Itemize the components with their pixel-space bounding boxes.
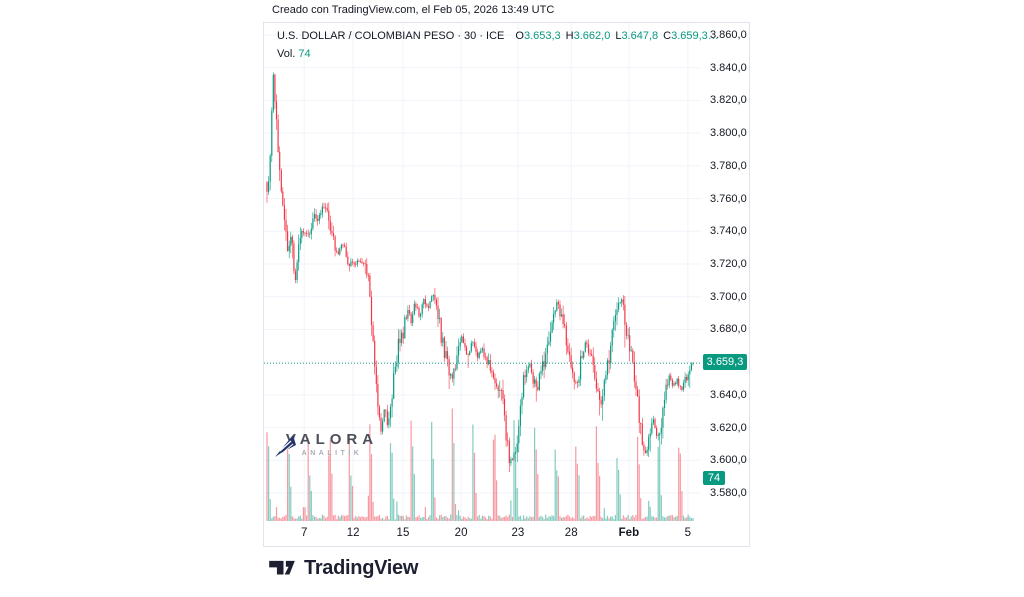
ohlc-open-label: O	[515, 30, 524, 42]
price-tick-label: 3.620,0	[710, 421, 747, 434]
price-tick-label: 3.640,0	[710, 388, 747, 401]
volume-layer	[266, 408, 694, 521]
ohlc-close-value: 3.659,3…	[671, 30, 719, 42]
price-tick-label: 3.820,0	[710, 94, 747, 107]
price-tick-label: 3.760,0	[710, 192, 747, 205]
price-tick-label: 3.860,0	[710, 29, 747, 41]
candles-layer	[266, 72, 694, 473]
chart-widget: U.S. DOLLAR / COLOMBIAN PESO · 30 · ICE O…	[263, 22, 750, 547]
ohlc-open-value: 3.653,3	[523, 30, 561, 42]
time-tick-label: 20	[454, 527, 468, 539]
ohlc-low-value: 3.647,8	[621, 30, 659, 42]
ohlc-close-label: C	[663, 30, 672, 42]
price-tick-label: 3.800,0	[710, 127, 747, 140]
time-tick-label: 23	[511, 527, 525, 539]
attribution-text: Creado con TradingView.com, el Feb 05, 2…	[272, 4, 555, 16]
price-tick-label: 3.700,0	[710, 290, 747, 303]
time-tick-label: 15	[396, 527, 410, 539]
chart-legend: U.S. DOLLAR / COLOMBIAN PESO · 30 · ICE O…	[277, 28, 719, 63]
time-scale[interactable]: 7 12 15 20 23 28 Feb 5	[264, 521, 701, 546]
last-price-badge: 3.659,3	[703, 354, 747, 371]
footer: TradingView	[268, 556, 418, 580]
ohlc-low-label: L	[615, 30, 622, 42]
ohlc-high-value: 3.662,0	[573, 30, 611, 42]
time-tick-label: 28	[564, 527, 578, 539]
price-chart-pane[interactable]: U.S. DOLLAR / COLOMBIAN PESO · 30 · ICE O…	[264, 23, 719, 521]
ohlc-high-label: H	[565, 30, 574, 42]
price-tick-label: 3.680,0	[710, 323, 747, 336]
volume-badge: 74	[703, 471, 725, 485]
price-tick-label: 3.780,0	[710, 159, 747, 172]
time-tick-label: Feb	[618, 527, 640, 539]
time-tick-label: 12	[346, 527, 360, 539]
symbol-title[interactable]: U.S. DOLLAR / COLOMBIAN PESO · 30 · ICE	[277, 30, 505, 42]
price-tick-label: 3.840,0	[710, 61, 747, 74]
tradingview-logo-icon[interactable]	[268, 556, 296, 580]
time-tick-label: 5	[684, 527, 692, 539]
volume-value: 74	[298, 48, 311, 60]
price-tick-label: 3.600,0	[710, 454, 747, 467]
volume-label: Vol.	[277, 48, 296, 60]
grid-layer	[264, 23, 701, 521]
tradingview-brand[interactable]: TradingView	[304, 556, 419, 579]
price-scale[interactable]: 3.659,3 74 3.860,0 3.840,0 3.820,0 3.800,0 3…	[701, 23, 750, 521]
time-tick-label: 7	[301, 527, 308, 539]
price-tick-label: 3.720,0	[710, 258, 747, 270]
price-tick-label: 3.580,0	[710, 487, 747, 499]
price-tick-label: 3.740,0	[710, 225, 747, 238]
chart-canvas[interactable]	[264, 23, 701, 521]
